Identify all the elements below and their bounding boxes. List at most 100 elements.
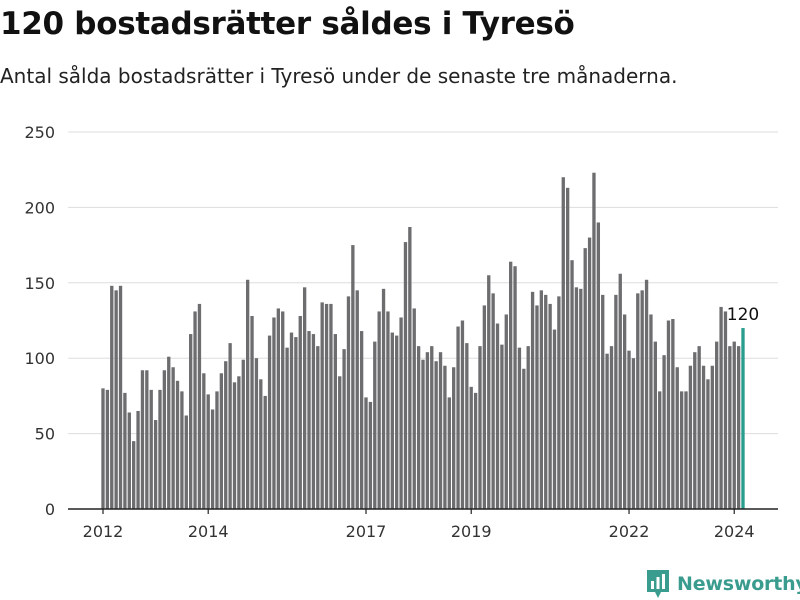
bar <box>491 293 495 509</box>
bar <box>583 248 587 509</box>
x-tick-label: 2022 <box>609 522 650 541</box>
bar <box>504 314 508 509</box>
bar <box>513 266 517 509</box>
bar <box>110 285 114 509</box>
bar <box>671 318 675 509</box>
bar <box>719 306 723 509</box>
bar <box>184 415 188 509</box>
bar <box>342 349 346 509</box>
bar <box>636 293 640 509</box>
bar <box>697 346 701 509</box>
bar <box>136 410 140 509</box>
bar <box>447 397 451 509</box>
bar <box>272 317 276 509</box>
bar <box>732 341 736 509</box>
bar <box>132 441 136 509</box>
bar <box>565 187 570 510</box>
y-tick-label: 0 <box>45 500 55 519</box>
bar <box>368 401 373 509</box>
x-tick-label: 2012 <box>83 522 124 541</box>
brand-name: Newsworthy <box>677 573 800 595</box>
bar <box>114 290 118 509</box>
bar <box>618 273 622 509</box>
bar <box>175 380 180 509</box>
bar <box>158 389 162 509</box>
bar <box>294 337 298 509</box>
bar <box>675 367 679 509</box>
bar <box>522 368 526 509</box>
bar <box>469 386 473 509</box>
bar <box>355 290 359 509</box>
bar <box>167 356 171 509</box>
bar <box>430 346 434 509</box>
bar <box>381 288 386 509</box>
bar <box>118 285 123 509</box>
bar <box>736 346 741 509</box>
bar <box>609 346 614 509</box>
bar <box>259 379 263 509</box>
bar <box>267 335 272 509</box>
bar <box>438 352 443 509</box>
newsworthy-logo-icon <box>647 570 669 598</box>
bar <box>539 290 544 509</box>
bar <box>530 291 535 509</box>
bar <box>649 314 653 509</box>
bar <box>587 237 592 509</box>
y-tick-label: 100 <box>24 349 55 368</box>
bar <box>285 347 289 509</box>
bar <box>180 391 184 509</box>
bar <box>281 311 285 509</box>
bar <box>653 341 657 509</box>
bar <box>728 346 732 509</box>
bar <box>219 373 224 509</box>
bar <box>631 358 636 509</box>
bar <box>399 317 403 509</box>
bar <box>596 222 601 509</box>
bar <box>644 279 649 509</box>
bar <box>640 290 644 509</box>
bar <box>517 347 522 509</box>
bar <box>224 361 228 509</box>
bar <box>666 320 671 509</box>
y-tick-label: 250 <box>24 123 55 142</box>
bar <box>386 311 390 509</box>
bar-chart: 0 50 100 150 200 250 2012 2014 2017 2019 2022 2024… <box>24 123 778 541</box>
bar <box>500 344 504 509</box>
bar <box>215 391 219 509</box>
bar <box>443 365 447 509</box>
bar <box>153 420 158 509</box>
bar <box>364 397 368 509</box>
highlight-value-label: 120 <box>727 305 759 325</box>
bar <box>206 394 210 509</box>
bar <box>228 343 232 509</box>
bar <box>237 376 241 509</box>
bar <box>627 350 631 509</box>
bar <box>373 341 377 509</box>
bar <box>478 346 482 509</box>
bar <box>408 227 412 509</box>
bar <box>250 315 254 509</box>
bar <box>333 334 337 509</box>
bar <box>434 361 438 509</box>
bar <box>460 320 465 509</box>
x-tick-label: 2014 <box>188 522 229 541</box>
bar <box>561 177 565 509</box>
x-tick-label: 2017 <box>346 522 387 541</box>
bar <box>346 296 351 509</box>
bar <box>465 343 469 509</box>
y-tick-label: 200 <box>24 198 55 217</box>
bar <box>254 358 259 509</box>
bar <box>171 367 175 509</box>
newsworthy-brand: Newsworthy <box>645 568 800 600</box>
bar <box>614 294 618 509</box>
bar <box>574 287 579 509</box>
bar <box>145 370 149 509</box>
bar <box>552 329 557 509</box>
bar <box>605 353 609 509</box>
bar <box>210 409 215 509</box>
bar <box>403 242 408 509</box>
bar <box>662 355 666 509</box>
bar <box>452 367 456 509</box>
bar <box>658 391 662 509</box>
bar <box>412 308 416 509</box>
